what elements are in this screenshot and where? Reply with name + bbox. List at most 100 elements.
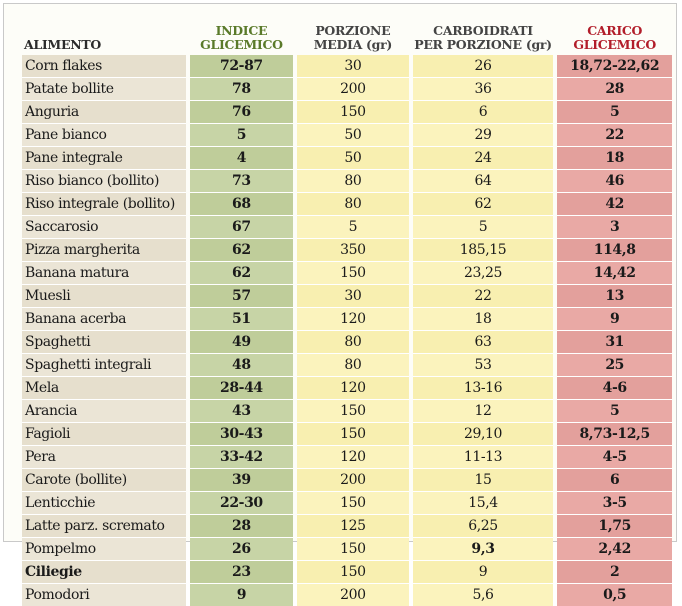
table-row: Lenticchie 22-30 150 15,4 3-5 — [22, 491, 672, 514]
cell-portion: 120 — [297, 445, 409, 468]
table-row: Carote (bollite) 39 200 15 6 — [22, 468, 672, 491]
cell-gi: 72-87 — [189, 55, 294, 77]
cell-carbs: 12 — [412, 399, 554, 422]
cell-gl: 46 — [557, 169, 672, 192]
cell-carbs: 62 — [412, 192, 554, 215]
cell-gl: 18,72-22,62 — [557, 55, 672, 77]
cell-gi: 9 — [189, 583, 294, 606]
cell-food: Ciliegie — [22, 560, 186, 583]
cell-food: Banana acerba — [22, 307, 186, 330]
cell-gi: 39 — [189, 468, 294, 491]
cell-portion: 200 — [297, 468, 409, 491]
cell-gi: 43 — [189, 399, 294, 422]
cell-gi: 76 — [189, 100, 294, 123]
table-row: Spaghetti 49 80 63 31 — [22, 330, 672, 353]
cell-food: Latte parz. scremato — [22, 514, 186, 537]
cell-food: Arancia — [22, 399, 186, 422]
cell-gi: 68 — [189, 192, 294, 215]
cell-carbs: 185,15 — [412, 238, 554, 261]
cell-food: Pomodori — [22, 583, 186, 606]
table-row: Muesli 57 30 22 13 — [22, 284, 672, 307]
cell-gl: 114,8 — [557, 238, 672, 261]
cell-carbs: 22 — [412, 284, 554, 307]
cell-food: Muesli — [22, 284, 186, 307]
cell-gl: 3 — [557, 215, 672, 238]
cell-gi: 26 — [189, 537, 294, 560]
header-gi-line2: GLICEMICO — [200, 37, 283, 52]
cell-portion: 150 — [297, 491, 409, 514]
cell-gl: 8,73-12,5 — [557, 422, 672, 445]
cell-portion: 125 — [297, 514, 409, 537]
cell-gl: 25 — [557, 353, 672, 376]
table-row: Spaghetti integrali 48 80 53 25 — [22, 353, 672, 376]
cell-carbs: 5,6 — [412, 583, 554, 606]
table-row: Pera 33-42 120 11-13 4-5 — [22, 445, 672, 468]
cell-carbs: 6 — [412, 100, 554, 123]
cell-gl: 18 — [557, 146, 672, 169]
cell-food: Spaghetti integrali — [22, 353, 186, 376]
header-carbs-line2: PER PORZIONE (gr) — [414, 37, 552, 52]
header-food-label: ALIMENTO — [24, 37, 101, 52]
cell-gi: 49 — [189, 330, 294, 353]
cell-gl: 28 — [557, 77, 672, 100]
table-row: Pompelmo 26 150 9,3 2,42 — [22, 537, 672, 560]
cell-gi: 48 — [189, 353, 294, 376]
cell-carbs: 36 — [412, 77, 554, 100]
cell-portion: 80 — [297, 192, 409, 215]
cell-food: Pompelmo — [22, 537, 186, 560]
cell-gi: 23 — [189, 560, 294, 583]
cell-gl: 5 — [557, 399, 672, 422]
cell-carbs: 29 — [412, 123, 554, 146]
cell-gl: 9 — [557, 307, 672, 330]
cell-carbs: 9,3 — [412, 537, 554, 560]
cell-portion: 50 — [297, 123, 409, 146]
cell-food: Saccarosio — [22, 215, 186, 238]
cell-food: Pera — [22, 445, 186, 468]
cell-gl: 0,5 — [557, 583, 672, 606]
table-row: Riso bianco (bollito) 73 80 64 46 — [22, 169, 672, 192]
cell-gi: 33-42 — [189, 445, 294, 468]
cell-gi: 78 — [189, 77, 294, 100]
cell-gi: 62 — [189, 238, 294, 261]
cell-gl: 4-5 — [557, 445, 672, 468]
table-row: Arancia 43 150 12 5 — [22, 399, 672, 422]
cell-carbs: 23,25 — [412, 261, 554, 284]
header-carbs: CARBOIDRATI PER PORZIONE (gr) — [413, 14, 554, 55]
cell-gl: 2,42 — [557, 537, 672, 560]
table-row: Saccarosio 67 5 5 3 — [22, 215, 672, 238]
table-row: Pizza margherita 62 350 185,15 114,8 — [22, 238, 672, 261]
cell-food: Banana matura — [22, 261, 186, 284]
header-carbs-line1: CARBOIDRATI — [433, 23, 533, 38]
table-body: Corn flakes 72-87 30 26 18,72-22,62 Patate bo… — [22, 55, 672, 606]
cell-portion: 350 — [297, 238, 409, 261]
cell-carbs: 9 — [412, 560, 554, 583]
cell-gi: 73 — [189, 169, 294, 192]
cell-portion: 200 — [297, 583, 409, 606]
header-gl-line2: GLICEMICO — [573, 37, 656, 52]
cell-food: Mela — [22, 376, 186, 399]
cell-portion: 30 — [297, 284, 409, 307]
cell-food: Riso bianco (bollito) — [22, 169, 186, 192]
table-row: Latte parz. scremato 28 125 6,25 1,75 — [22, 514, 672, 537]
header-food: ALIMENTO — [22, 14, 186, 55]
cell-food: Pizza margherita — [22, 238, 186, 261]
cell-food: Anguria — [22, 100, 186, 123]
cell-gi: 30-43 — [189, 422, 294, 445]
cell-gi: 28 — [189, 514, 294, 537]
cell-carbs: 26 — [412, 55, 554, 77]
cell-carbs: 11-13 — [412, 445, 554, 468]
cell-gl: 22 — [557, 123, 672, 146]
cell-carbs: 53 — [412, 353, 554, 376]
table-row: Patate bollite 78 200 36 28 — [22, 77, 672, 100]
cell-carbs: 15,4 — [412, 491, 554, 514]
cell-gl: 6 — [557, 468, 672, 491]
cell-gi: 57 — [189, 284, 294, 307]
cell-carbs: 64 — [412, 169, 554, 192]
cell-portion: 150 — [297, 100, 409, 123]
cell-portion: 150 — [297, 422, 409, 445]
table-row: Mela 28-44 120 13-16 4-6 — [22, 376, 672, 399]
cell-carbs: 29,10 — [412, 422, 554, 445]
cell-portion: 80 — [297, 353, 409, 376]
table-row: Riso integrale (bollito) 68 80 62 42 — [22, 192, 672, 215]
cell-carbs: 5 — [412, 215, 554, 238]
